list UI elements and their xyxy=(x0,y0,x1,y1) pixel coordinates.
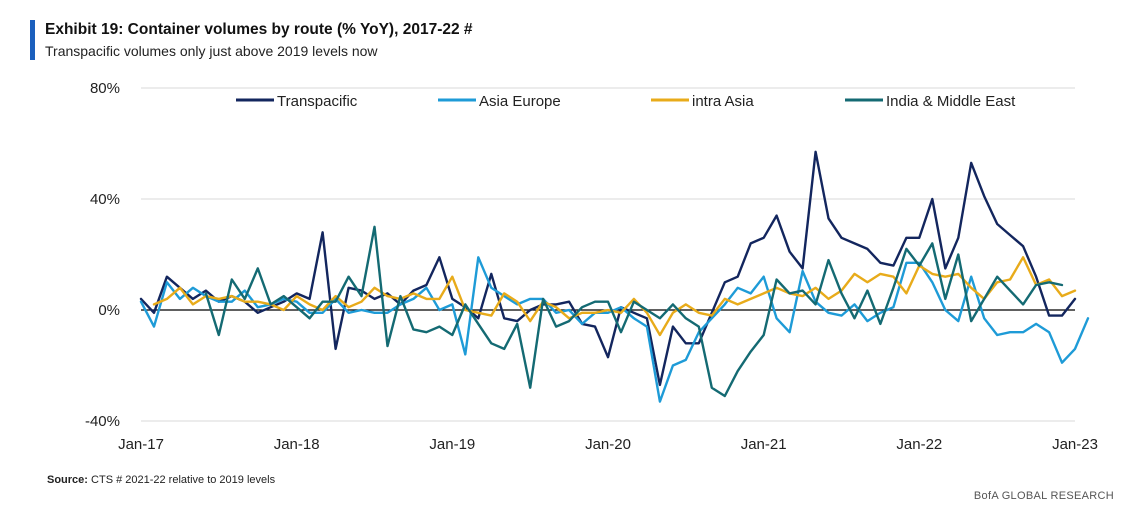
legend-label: Asia Europe xyxy=(479,93,561,110)
legend-label: intra Asia xyxy=(692,93,754,110)
legend: Transpacific Asia Europe intra Asia India &… xyxy=(236,93,1016,110)
x-tick-label: Jan-22 xyxy=(896,436,942,453)
research-credit: BofA GLOBAL RESEARCH xyxy=(973,490,1114,502)
source-text: CTS # 2021-22 relative to 2019 levels xyxy=(91,474,276,486)
y-tick-label: 0% xyxy=(98,302,120,319)
legend-label: India & Middle East xyxy=(886,93,1016,110)
title-accent-bar xyxy=(30,20,35,60)
series-layer xyxy=(139,150,1090,403)
legend-label: Transpacific xyxy=(277,93,358,110)
x-tick-label: Jan-23 xyxy=(1052,436,1098,453)
x-tick-label: Jan-21 xyxy=(741,436,787,453)
y-tick-label: 80% xyxy=(90,80,120,97)
x-tick-label: Jan-19 xyxy=(429,436,475,453)
page-title: Exhibit 19: Container volumes by route (… xyxy=(45,21,473,38)
axis-layer: -40% 0% 40% 80% Jan-17 Jan-18 Jan-19 Jan-20 Jan-… xyxy=(85,80,1098,453)
series-line-india-middle-east xyxy=(204,225,1064,398)
y-tick-label: -40% xyxy=(85,413,120,430)
source-label: Source: xyxy=(47,474,88,486)
y-tick-label: 40% xyxy=(90,191,120,208)
series-line-intra-asia xyxy=(152,256,1077,337)
source-note: Source: CTS # 2021-22 relative to 2019 l… xyxy=(47,474,275,486)
series-line-asia-europe xyxy=(139,256,1090,403)
x-tick-label: Jan-20 xyxy=(585,436,631,453)
x-tick-label: Jan-17 xyxy=(118,436,164,453)
page-subtitle: Transpacific volumes only just above 201… xyxy=(45,43,378,59)
x-tick-label: Jan-18 xyxy=(274,436,320,453)
series-line-transpacific xyxy=(139,150,1077,387)
